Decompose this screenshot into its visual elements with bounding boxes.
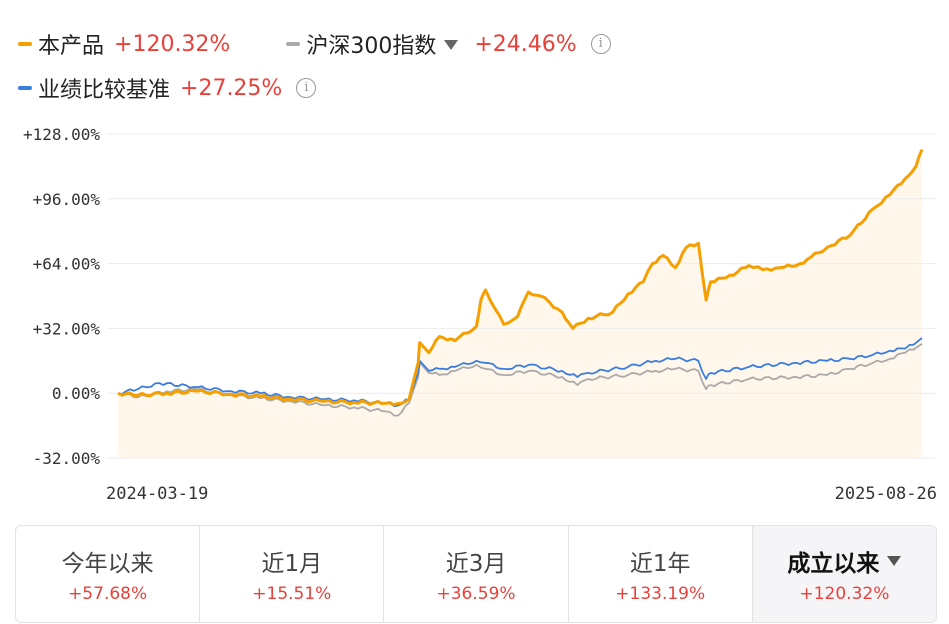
tab-label: 近1年 [629,551,691,577]
legend-value: +120.32% [114,31,231,57]
series-line-index [117,342,923,417]
tab-label: 成立以来 [787,544,902,578]
caret-down-icon[interactable] [887,556,902,566]
legend-swatch-index [286,42,301,46]
legend-row-2: 业绩比较基准 +27.25% i [18,72,372,104]
legend-name: 本产品 [38,34,105,59]
tab-label: 近3月 [445,551,507,577]
y-tick-label: +64.00% [33,255,101,274]
legend-swatch-benchmark [18,86,32,90]
legend-item-index[interactable]: 沪深300指数 +24.46% i [286,28,611,60]
legend-item-product[interactable]: 本产品 +120.32% [18,28,230,60]
period-tabs: 今年以来 +57.68% 近1月 +15.51% 近3月 +36.59% 近1年… [15,525,937,623]
tab-1y[interactable]: 近1年 +133.19% [569,526,753,622]
tab-value: +120.32% [799,584,890,604]
tab-3m[interactable]: 近3月 +36.59% [384,526,569,622]
y-tick-label: 0.00% [52,384,101,403]
info-circle-icon[interactable]: i [296,78,317,98]
legend-value: +24.46% [474,31,577,57]
legend-swatch-product [18,42,32,46]
y-tick-label: +32.00% [33,319,101,338]
y-tick-label: -32.00% [33,449,101,468]
info-circle-icon[interactable]: i [590,34,611,54]
tab-label-text: 成立以来 [787,551,880,577]
tab-value: +133.19% [615,584,706,604]
legend-row-1: 本产品 +120.32% 沪深300指数 +24.46% i [18,28,667,60]
caret-down-icon[interactable] [444,40,459,50]
tab-1m[interactable]: 近1月 +15.51% [200,526,385,622]
performance-line-chart: -32.00% 0.00% +32.00% +64.00% +96.00% +128.00… [23,125,936,468]
tab-since-inception[interactable]: 成立以来 +120.32% [752,526,936,622]
series-line-product [117,149,924,407]
tab-value: +15.51% [252,584,332,604]
tab-value: +36.59% [436,584,516,604]
series-area-product [118,149,922,458]
y-tick-label: +96.00% [33,190,101,209]
legend-name: 业绩比较基准 [38,78,171,103]
tab-value: +57.68% [68,584,148,604]
tab-label: 今年以来 [61,551,154,577]
legend-name: 沪深300指数 [306,34,437,59]
legend-value: +27.25% [180,75,283,101]
y-tick-label: +128.00% [23,125,100,144]
series-line-benchmark [117,337,923,408]
x-tick-start: 2024-03-19 [106,484,209,504]
legend-item-benchmark[interactable]: 业绩比较基准 +27.25% i [18,72,317,104]
x-tick-end: 2025-08-26 [834,484,937,504]
tab-label: 近1月 [261,551,323,577]
tab-ytd[interactable]: 今年以来 +57.68% [16,526,201,622]
